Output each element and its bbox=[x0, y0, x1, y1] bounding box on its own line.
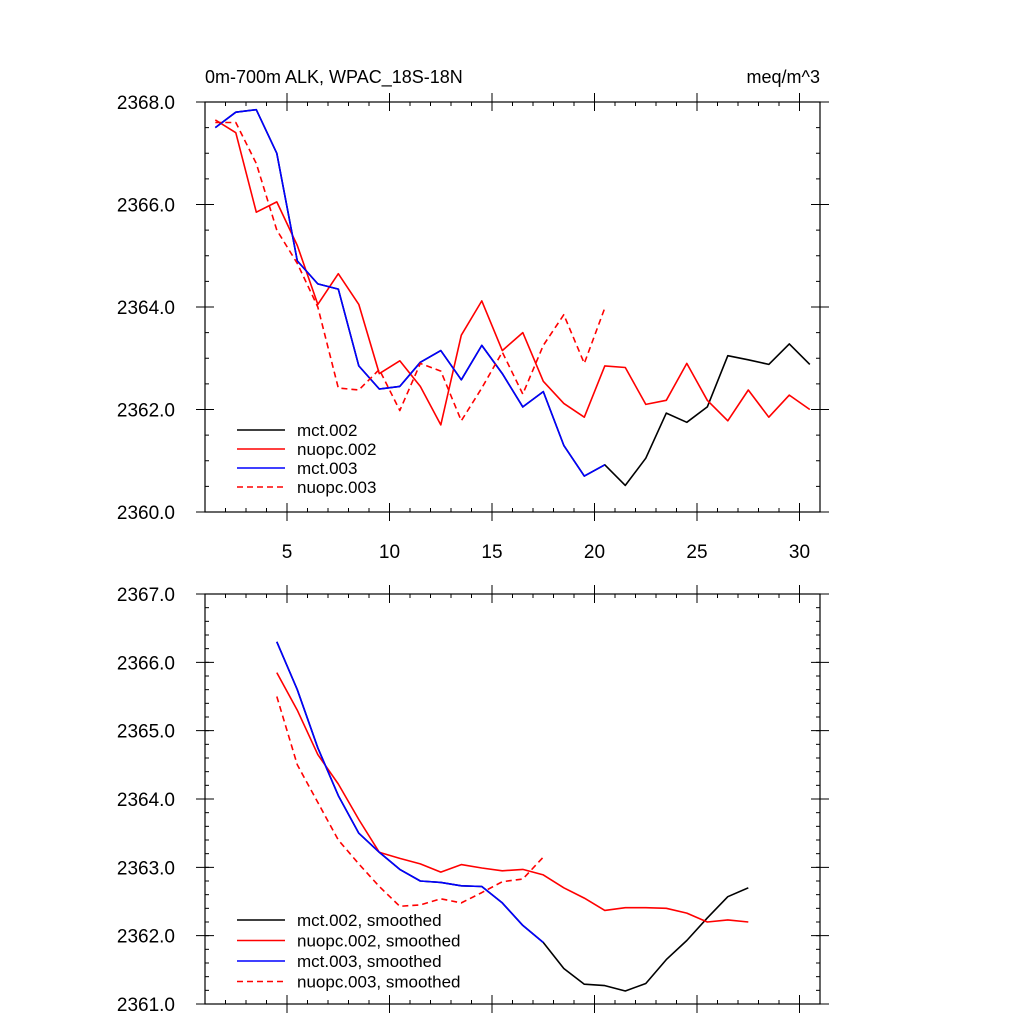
y-tick-label: 2366.0 bbox=[117, 196, 175, 217]
x-tick-label: 15 bbox=[481, 542, 502, 563]
y-tick-label: 2366.0 bbox=[117, 653, 175, 674]
legend-label: mct.002, smoothed bbox=[297, 911, 442, 930]
chart-panel-1: 0m-700m ALK, WPAC_18S-18N meq/m^3 5 10 15 20 2… bbox=[117, 67, 829, 563]
legend-label: mct.003, smoothed bbox=[297, 952, 442, 971]
legend-label: mct.002 bbox=[297, 421, 357, 440]
y-tick-label: 2368.0 bbox=[117, 93, 175, 114]
legend-label: nuopc.002, smoothed bbox=[297, 932, 461, 951]
y-tick-label: 2363.0 bbox=[117, 858, 175, 879]
legend-label: mct.003 bbox=[297, 459, 357, 478]
series-line-3 bbox=[214, 108, 606, 477]
y-tick-label: 2362.0 bbox=[117, 401, 175, 422]
legend-label: nuopc.003, smoothed bbox=[297, 973, 461, 992]
y-tick-label: 2360.0 bbox=[117, 503, 175, 524]
x-tick-label: 25 bbox=[686, 542, 707, 563]
legend-label: nuopc.003 bbox=[297, 478, 376, 497]
x-tick-label: 10 bbox=[379, 542, 400, 563]
y-tick-label: 2362.0 bbox=[117, 927, 175, 948]
series-line-2 bbox=[214, 119, 811, 426]
x-tick-label: 30 bbox=[789, 542, 810, 563]
series-line-4 bbox=[215, 121, 606, 422]
series-line-3 bbox=[276, 641, 544, 944]
y-tick-label: 2365.0 bbox=[117, 722, 175, 743]
y-tick-label: 2364.0 bbox=[117, 298, 175, 319]
legend-label: nuopc.002 bbox=[297, 440, 376, 459]
x-tick-label: 20 bbox=[584, 542, 605, 563]
chart-panel-2: 2361.0 2362.0 2363.0 2364.0 2365.0 2366.0 2367… bbox=[117, 585, 829, 1016]
series-line-4 bbox=[276, 696, 544, 908]
series-line-2 bbox=[276, 672, 749, 923]
y-tick-label: 2367.0 bbox=[117, 585, 175, 606]
chart-title: 0m-700m ALK, WPAC_18S-18N bbox=[205, 67, 463, 88]
chart-units: meq/m^3 bbox=[747, 67, 820, 87]
y-tick-label: 2361.0 bbox=[117, 995, 175, 1016]
x-tick-label: 5 bbox=[282, 542, 293, 563]
y-tick-label: 2364.0 bbox=[117, 790, 175, 811]
